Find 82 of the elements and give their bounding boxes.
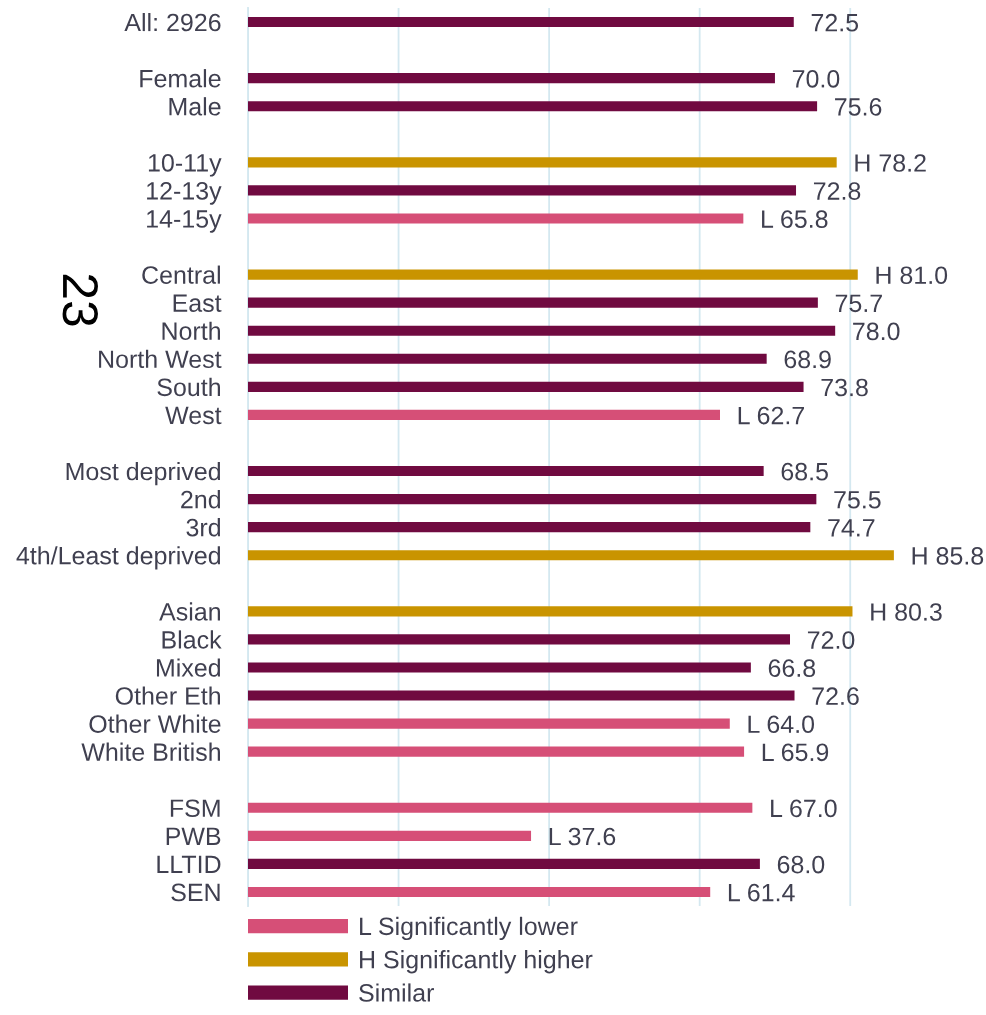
- legend-label: Similar: [359, 983, 434, 1002]
- bar: [248, 802, 753, 813]
- bar: [248, 718, 730, 729]
- bar: [248, 465, 764, 477]
- bar: [248, 409, 720, 420]
- bar: [248, 297, 818, 308]
- y-tick-label: North West: [99, 349, 222, 369]
- bar: [248, 325, 836, 336]
- bar: [248, 269, 858, 280]
- bar: [248, 353, 767, 364]
- data-label: L 64.0: [748, 715, 815, 734]
- bar: [248, 606, 853, 617]
- data-label: 74.7: [828, 519, 875, 537]
- y-tick-label: Most deprived: [66, 461, 221, 486]
- y-tick-label: Black: [162, 630, 222, 649]
- data-label: L 37.6: [549, 827, 616, 846]
- data-label: 72.5: [811, 13, 859, 32]
- y-tick-label: 4th/Least deprived: [16, 546, 221, 570]
- data-label: 66.8: [768, 659, 816, 677]
- y-tick-label: White British: [81, 742, 220, 761]
- y-tick-label: Asian: [159, 602, 220, 621]
- y-tick-label: Central: [142, 265, 220, 284]
- bar: [248, 662, 751, 673]
- data-label: H 80.3: [871, 603, 942, 621]
- bar: [248, 886, 711, 898]
- y-tick-label: 10-11y: [148, 153, 222, 177]
- legend-label: H Significantly higher: [360, 950, 593, 974]
- y-tick-label: Female: [140, 69, 221, 88]
- bar: [248, 634, 791, 645]
- y-tick-label: Other Eth: [115, 686, 220, 705]
- data-label: H 81.0: [876, 266, 948, 285]
- data-label: 75.5: [834, 491, 881, 509]
- data-label: 70.0: [792, 69, 840, 88]
- y-tick-label: 3rd: [186, 518, 220, 537]
- data-label: 78.0: [853, 322, 900, 341]
- bar: [248, 73, 775, 84]
- y-tick-label: 2nd: [181, 490, 220, 509]
- legend-label: L Significantly lower: [360, 916, 578, 941]
- y-tick-label: PWB: [166, 827, 221, 845]
- bar: [248, 185, 797, 196]
- y-tick-label: South: [157, 377, 220, 397]
- y-tick-label: LLTID: [157, 855, 221, 873]
- y-tick-label: Male: [169, 97, 221, 116]
- bar: [248, 522, 811, 533]
- bar: [248, 690, 795, 701]
- y-tick-label: All: 2926: [124, 12, 221, 32]
- data-label: 68.0: [777, 855, 825, 874]
- bar: [248, 830, 532, 841]
- y-tick-label: FSM: [170, 799, 220, 818]
- data-label: L 65.8: [762, 210, 828, 228]
- bar: [248, 157, 837, 168]
- y-tick-label: Other White: [89, 714, 221, 733]
- data-label: 68.5: [781, 462, 828, 481]
- bar: [248, 494, 817, 505]
- bar: [248, 858, 760, 869]
- y-tick-label: 14-15y: [147, 210, 222, 233]
- bar: [248, 101, 818, 112]
- y-tick-label: West: [165, 406, 222, 425]
- bar: [248, 16, 794, 28]
- bar: [248, 213, 744, 224]
- data-label: 72.6: [812, 687, 859, 706]
- bar: [248, 550, 894, 561]
- data-label: L 65.9: [762, 743, 829, 762]
- data-label: 72.8: [813, 182, 861, 200]
- y-tick-label: East: [173, 294, 222, 312]
- bar: [248, 746, 745, 757]
- text: 23: [62, 274, 98, 326]
- y-tick-label: North: [162, 321, 220, 341]
- data-label: 73.8: [821, 378, 868, 397]
- data-label: 75.7: [835, 294, 882, 313]
- data-label: L 62.7: [738, 406, 804, 425]
- data-label: L 61.4: [728, 883, 795, 902]
- bar: [248, 381, 804, 392]
- y-tick-label: Mixed: [156, 658, 220, 677]
- data-label: L 67.0: [771, 799, 837, 818]
- data-label: 75.6: [835, 98, 882, 116]
- y-tick-label: SEN: [171, 883, 220, 902]
- data-label: H 85.8: [912, 547, 984, 565]
- y-tick-label: 12-13y: [147, 182, 222, 205]
- data-label: 72.0: [807, 631, 855, 649]
- data-label: H 78.2: [855, 154, 926, 172]
- data-label: 68.9: [784, 350, 831, 369]
